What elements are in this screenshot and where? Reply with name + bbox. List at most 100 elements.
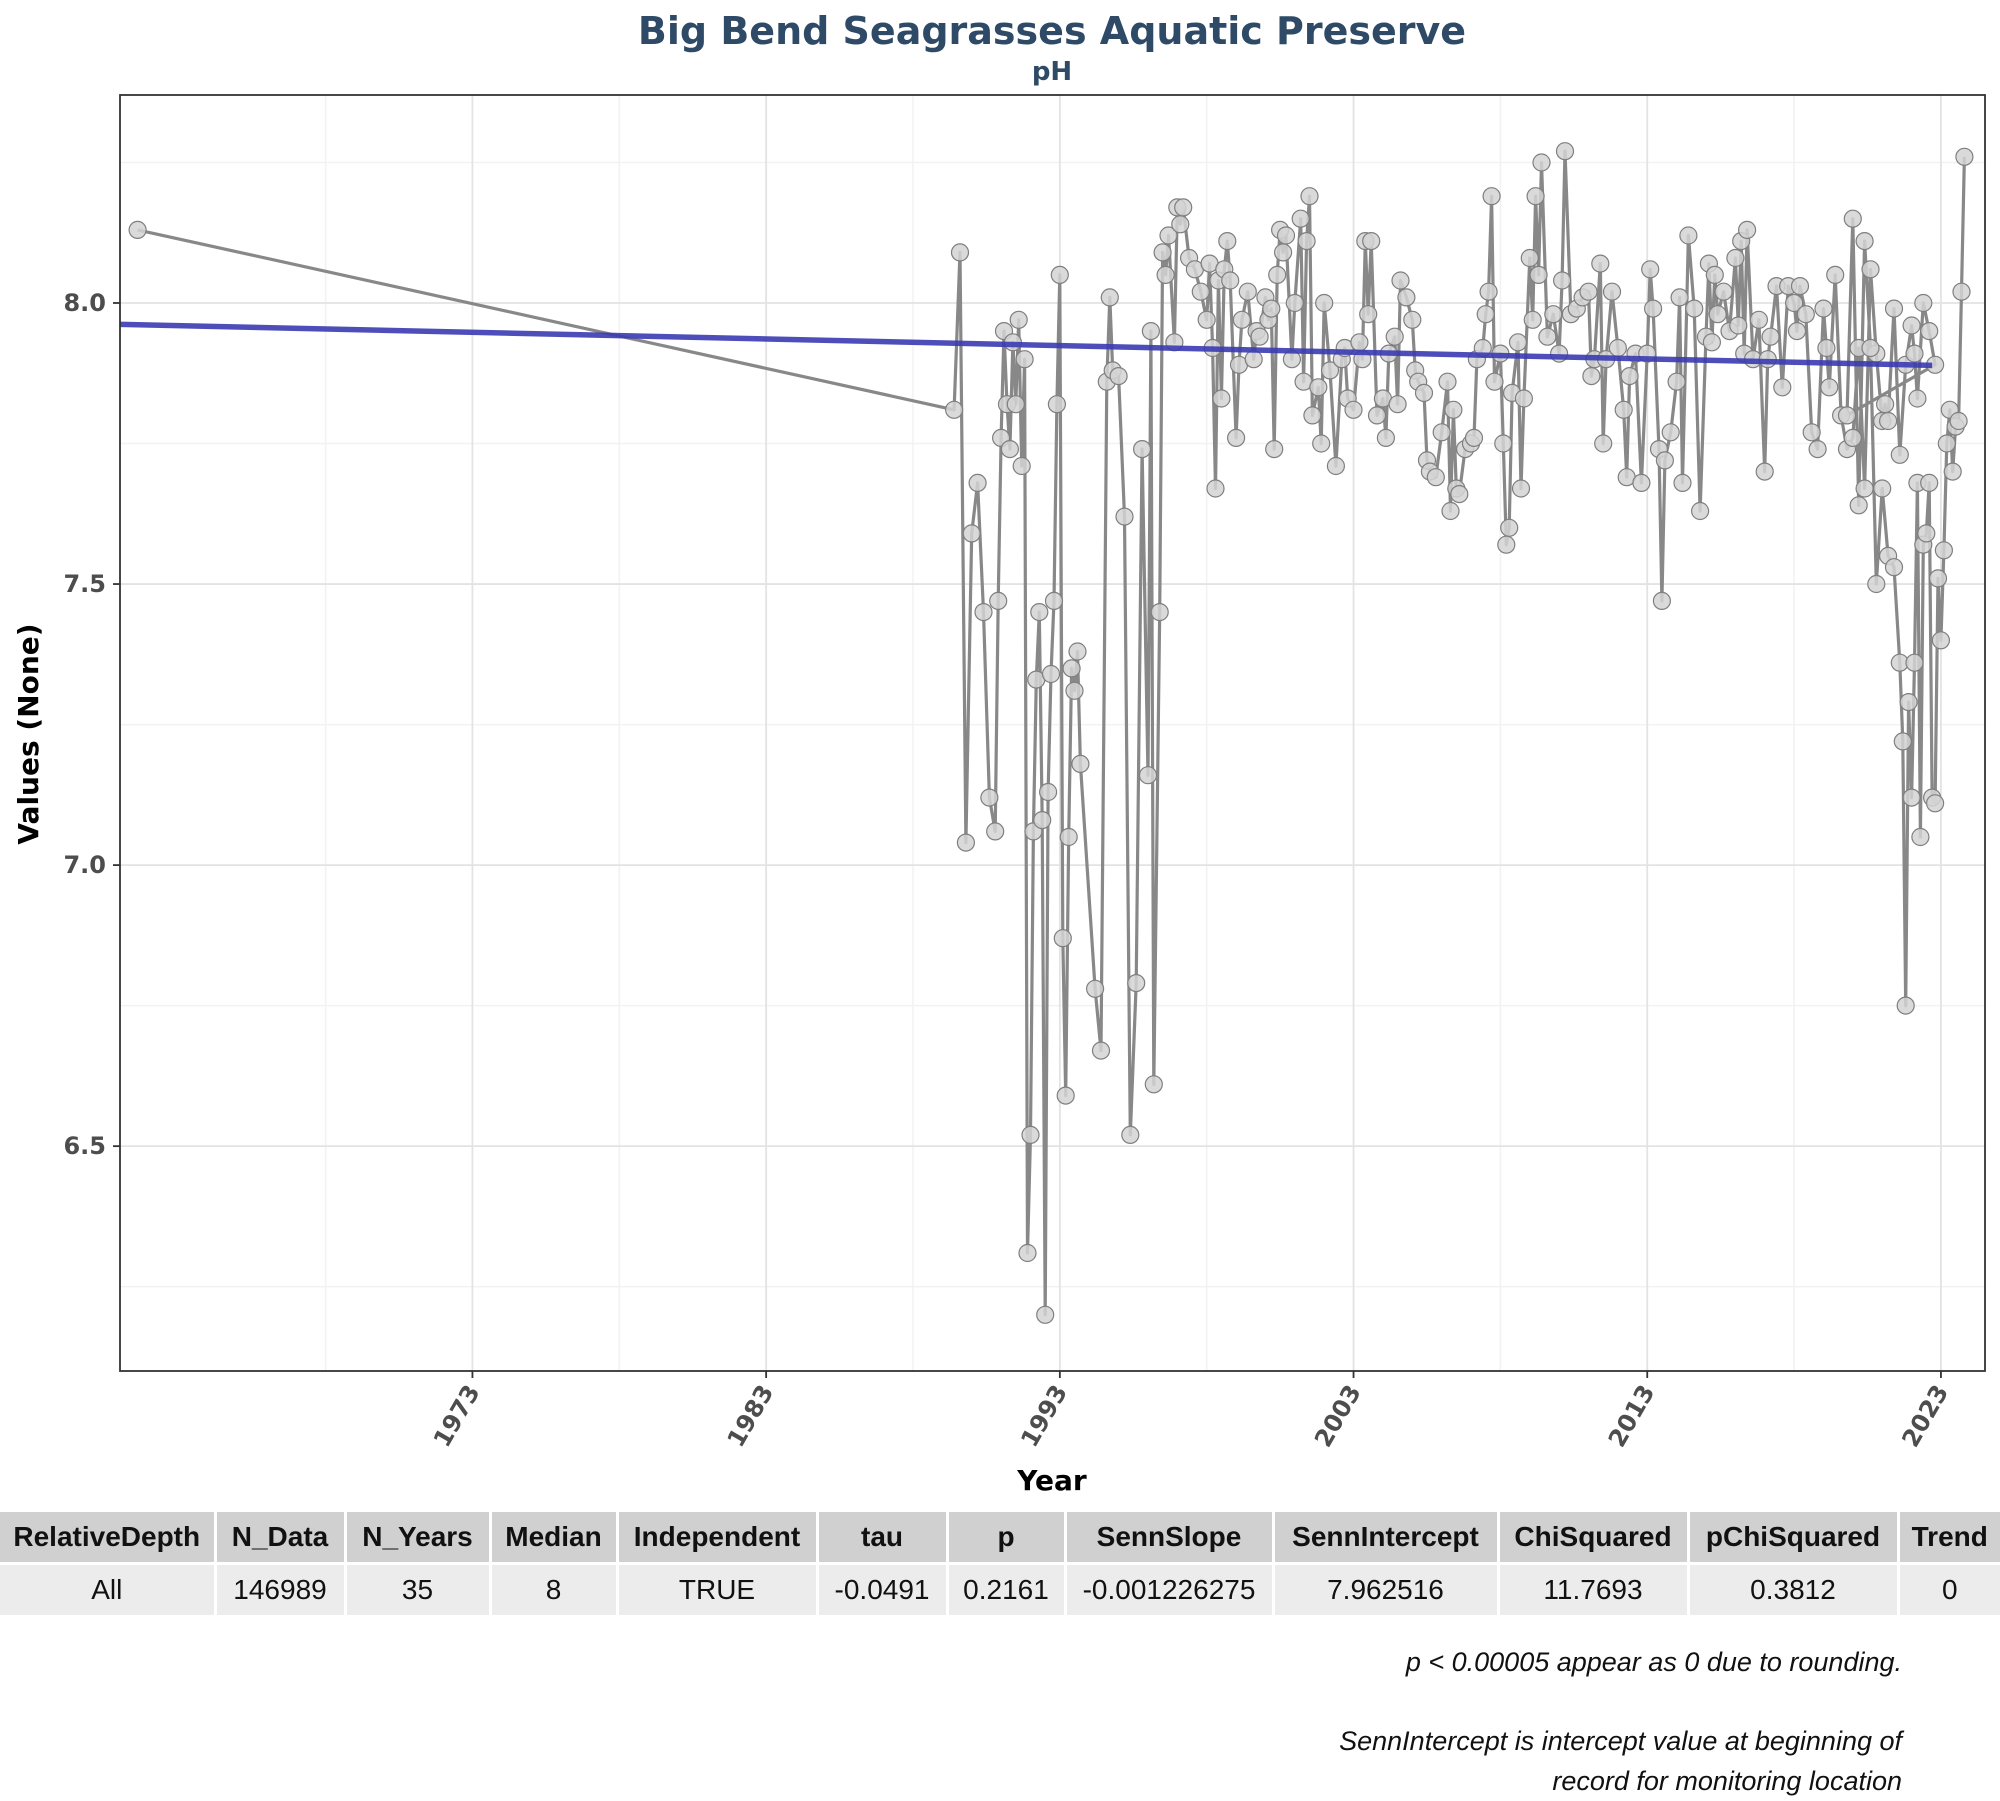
- data-point: [1726, 248, 1745, 268]
- data-point: [1902, 788, 1921, 807]
- table-header-cell: ChiSquared: [1496, 1512, 1688, 1564]
- data-point: [1091, 1041, 1111, 1060]
- data-point: [1226, 428, 1246, 447]
- data-point: [1555, 142, 1575, 161]
- data-point: [1065, 681, 1084, 700]
- data-point: [1884, 558, 1904, 577]
- x-tick-label: 1993: [1015, 1380, 1073, 1452]
- y-axis-title: Values (None): [12, 623, 45, 844]
- data-point: [1849, 496, 1868, 515]
- data-point: [1679, 226, 1698, 245]
- data-point: [1802, 423, 1821, 442]
- table-cell: 8: [488, 1562, 617, 1615]
- data-point: [1276, 226, 1296, 245]
- data-point: [1212, 389, 1231, 408]
- data-point: [1529, 265, 1548, 284]
- data-point: [1855, 479, 1874, 498]
- data-point: [1367, 406, 1387, 425]
- table-cell: 7.962516: [1271, 1562, 1498, 1615]
- data-point: [1917, 524, 1936, 543]
- data-point: [1071, 754, 1090, 774]
- data-point: [1928, 569, 1948, 588]
- data-point: [1036, 1305, 1055, 1324]
- trend-stats-table: RelativeDepth N_Data N_Years Median Inde…: [0, 1512, 2000, 1615]
- data-point: [1661, 423, 1680, 442]
- table-cell: 146989: [213, 1562, 345, 1615]
- chart-title: Big Bend Seagrasses Aquatic Preserve: [638, 9, 1466, 53]
- data-point: [1893, 732, 1912, 751]
- data-point: [1150, 602, 1169, 622]
- data-point: [1755, 462, 1774, 481]
- data-point: [1464, 428, 1484, 447]
- data-point: [1729, 316, 1748, 335]
- data-point: [1808, 440, 1827, 459]
- data-point: [1925, 794, 1945, 813]
- data-point: [1949, 411, 1968, 431]
- data-point: [1085, 979, 1105, 998]
- data-point: [1614, 400, 1633, 419]
- data-point: [1291, 209, 1310, 228]
- data-point: [1309, 378, 1328, 397]
- data-point: [1817, 338, 1836, 358]
- data-point: [1250, 327, 1269, 346]
- data-point: [1127, 973, 1146, 993]
- data-point: [1115, 507, 1134, 526]
- data-point: [1494, 434, 1513, 453]
- table-row: All 146989 35 8 TRUE -0.0491 0.2161 -0.0…: [0, 1562, 2000, 1615]
- data-point: [956, 833, 976, 852]
- data-point: [1837, 406, 1857, 425]
- data-point: [1315, 293, 1334, 313]
- data-point: [1303, 406, 1322, 425]
- data-point: [986, 822, 1005, 841]
- data-point: [1138, 766, 1158, 785]
- data-point: [1218, 232, 1237, 251]
- data-point: [1500, 518, 1519, 537]
- data-point: [1197, 310, 1216, 329]
- data-point: [1414, 383, 1434, 402]
- data-point: [1552, 271, 1572, 290]
- data-point: [1523, 310, 1542, 329]
- data-point: [1018, 1243, 1037, 1263]
- data-point: [1899, 692, 1918, 712]
- data-point: [1582, 367, 1601, 386]
- data-point: [1159, 226, 1178, 245]
- data-point: [1015, 350, 1034, 369]
- data-point: [1934, 541, 1954, 560]
- table-cell: 0.3812: [1686, 1562, 1898, 1615]
- data-point: [1705, 265, 1724, 284]
- data-point: [1905, 653, 1924, 672]
- data-point: [944, 400, 964, 419]
- data-point: [1861, 260, 1880, 279]
- data-point: [980, 788, 999, 807]
- footnote-rounding: p < 0.00005 appear as 0 due to rounding.: [1405, 1647, 1902, 1677]
- table-header-cell: SennSlope: [1063, 1512, 1273, 1564]
- data-point: [1221, 271, 1240, 290]
- data-point: [1514, 389, 1534, 408]
- data-point: [1244, 350, 1263, 369]
- data-point: [1544, 305, 1563, 324]
- data-point: [1444, 400, 1463, 419]
- table-cell: 35: [343, 1562, 490, 1615]
- data-point: [1520, 248, 1539, 268]
- data-point: [1038, 782, 1058, 802]
- x-tick-label: 1983: [722, 1380, 780, 1452]
- data-point: [1511, 479, 1531, 498]
- table-cell: All: [0, 1562, 215, 1615]
- table-header-cell: SennIntercept: [1271, 1512, 1498, 1564]
- data-point: [1053, 929, 1072, 948]
- data-point: [1591, 254, 1610, 273]
- data-point: [1050, 265, 1069, 284]
- data-point: [1937, 434, 1956, 453]
- data-point: [1787, 322, 1807, 341]
- data-point: [1033, 810, 1052, 830]
- data-point: [1297, 232, 1316, 251]
- y-tick-label: 7.5: [63, 570, 106, 598]
- data-point: [1285, 293, 1304, 313]
- data-point: [1450, 485, 1469, 504]
- data-point: [1532, 153, 1551, 172]
- data-point: [1056, 1086, 1075, 1105]
- data-point: [1632, 473, 1651, 492]
- data-point: [1326, 456, 1346, 476]
- data-point: [1594, 434, 1613, 453]
- data-point: [1482, 187, 1501, 206]
